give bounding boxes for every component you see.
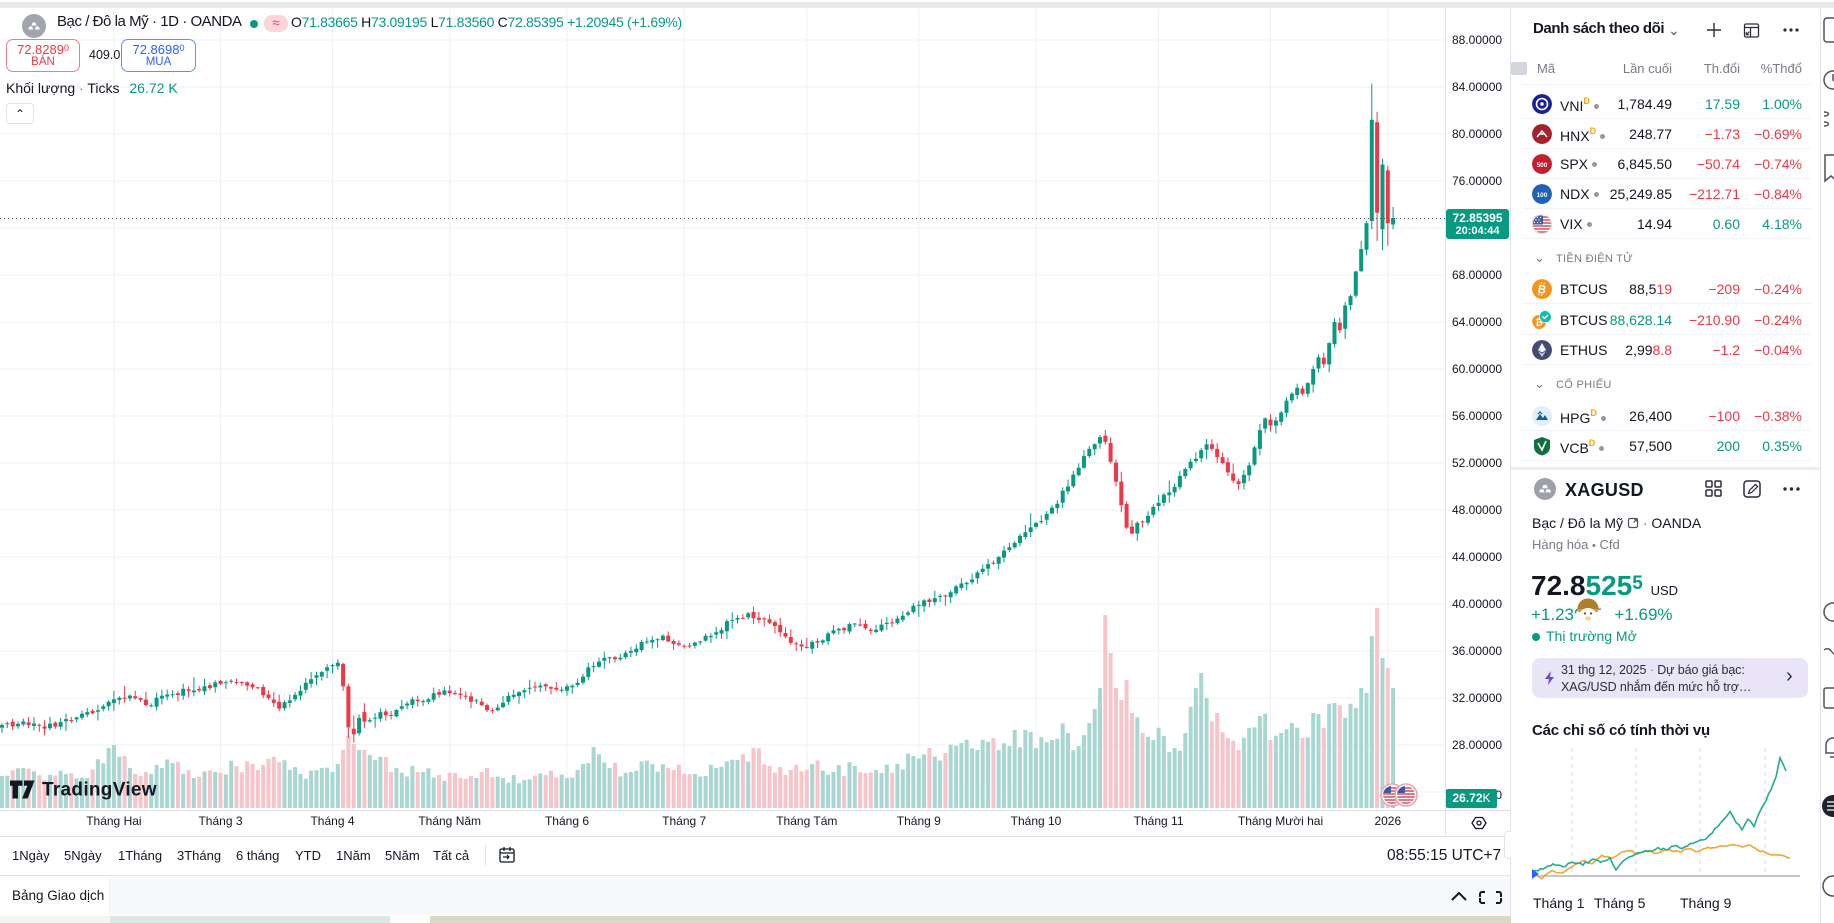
svg-text:500: 500 <box>1537 162 1548 169</box>
svg-text:B: B <box>1536 283 1547 296</box>
svg-text:TradingView: TradingView <box>42 780 157 801</box>
svg-text:₿: ₿ <box>1535 318 1542 328</box>
svg-text:100: 100 <box>1537 192 1548 199</box>
